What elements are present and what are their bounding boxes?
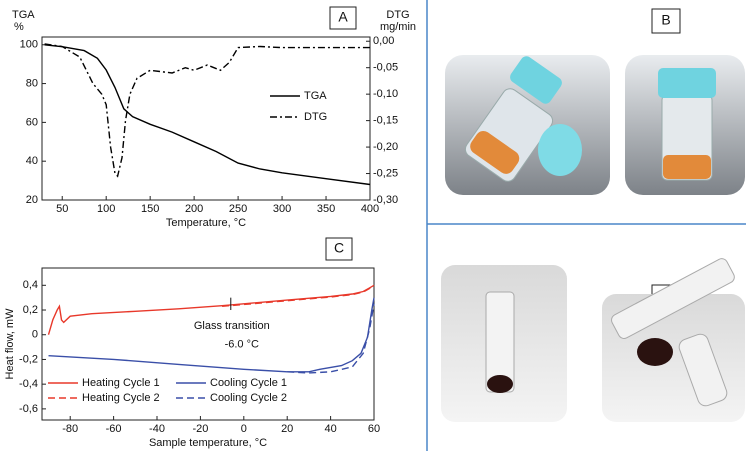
y-axis-label: % (14, 21, 24, 33)
panel-label: C (334, 240, 344, 256)
y2-tick-label: -0,10 (373, 88, 398, 100)
y2-tick-label: -0,05 (373, 62, 398, 74)
legend-label: Cooling Cycle 1 (210, 377, 287, 389)
y2-tick-label: -0,30 (373, 194, 398, 206)
x-tick-label: 40 (324, 423, 336, 435)
x-tick-label: -20 (192, 423, 208, 435)
y-axis-label: TGA (12, 9, 35, 21)
y2-tick-label: -0,15 (373, 115, 398, 127)
annotation: Glass transition (194, 320, 270, 332)
x-tick-label: 350 (317, 203, 335, 215)
panel-label-box (329, 6, 357, 30)
y-tick-label: -0,4 (19, 378, 38, 390)
legend-label: Heating Cycle 1 (82, 377, 160, 389)
y-tick-label: 0,4 (23, 279, 38, 291)
x-axis-label: Sample temperature, °C (149, 437, 267, 449)
x-tick-label: 400 (361, 203, 379, 215)
x-tick-label: 100 (97, 203, 115, 215)
y-tick-label: 20 (26, 194, 38, 206)
legend-label: DTG (304, 111, 327, 123)
panel-label-box (325, 237, 353, 261)
y-tick-label: 100 (20, 39, 38, 51)
series-line (48, 297, 375, 373)
y2-axis-label: DTG (386, 9, 409, 21)
y-tick-label: -0,2 (19, 353, 38, 365)
photo (625, 55, 745, 195)
y2-tick-label: -0,25 (373, 167, 398, 179)
y2-tick-label: -0,20 (373, 141, 398, 153)
y-tick-label: 40 (26, 155, 38, 167)
x-tick-label: 20 (281, 423, 293, 435)
x-tick-label: 150 (141, 203, 159, 215)
series-line (222, 285, 375, 307)
x-tick-label: 250 (229, 203, 247, 215)
y-tick-label: 0,2 (23, 304, 38, 316)
x-axis-label: Temperature, °C (166, 217, 246, 229)
plot-frame (41, 267, 375, 421)
legend-label: Cooling Cycle 2 (210, 392, 287, 404)
series-line (44, 44, 371, 186)
series-line (44, 43, 370, 178)
y-tick-label: 80 (26, 77, 38, 89)
x-tick-label: -80 (62, 423, 78, 435)
y2-tick-label: 0,00 (373, 35, 394, 47)
x-tick-label: 60 (368, 423, 380, 435)
panel-label: A (338, 9, 348, 25)
y2-axis-label: mg/min (380, 21, 416, 33)
series-line (287, 303, 375, 374)
photo (445, 55, 610, 195)
x-tick-label: 0 (241, 423, 247, 435)
x-tick-label: 50 (56, 203, 68, 215)
panel-label: B (661, 12, 670, 28)
x-tick-label: -60 (106, 423, 122, 435)
plot-frame (41, 36, 371, 201)
x-tick-label: -40 (149, 423, 165, 435)
y-axis-label: Heat flow, mW (4, 308, 16, 380)
legend-label: Heating Cycle 2 (82, 392, 160, 404)
y-tick-label: -0,6 (19, 403, 38, 415)
y-tick-label: 0 (32, 329, 38, 341)
annotation: -6.0 °C (225, 339, 259, 351)
x-tick-label: 300 (273, 203, 291, 215)
legend-label: TGA (304, 90, 327, 102)
photo (441, 265, 567, 422)
panel-label-box (651, 8, 681, 34)
photo (602, 258, 745, 422)
x-tick-label: 200 (185, 203, 203, 215)
y-tick-label: 60 (26, 116, 38, 128)
